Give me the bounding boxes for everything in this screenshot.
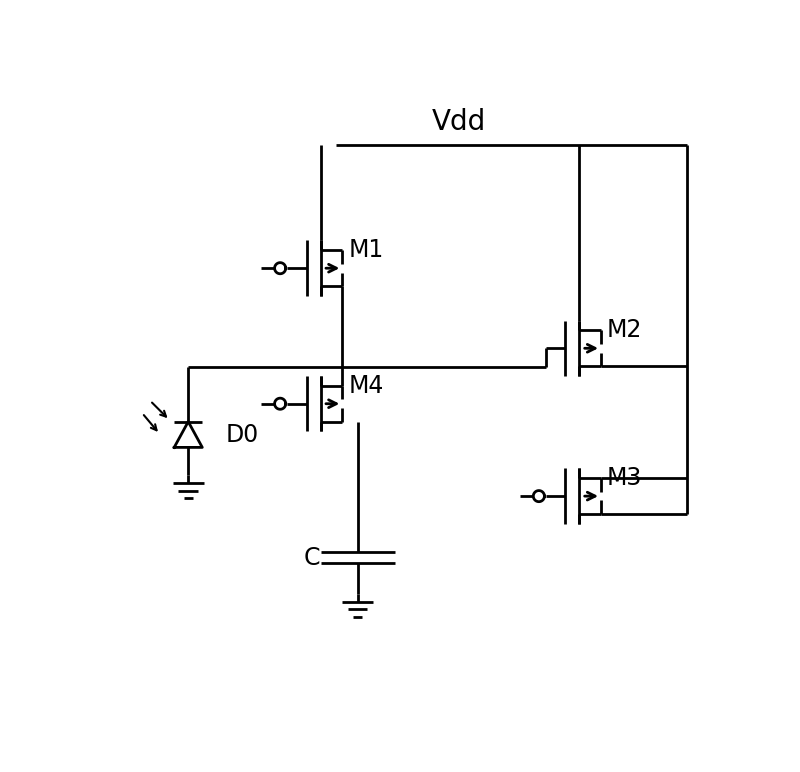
Text: M1: M1	[349, 238, 384, 262]
Text: M3: M3	[607, 466, 642, 490]
Text: Vdd: Vdd	[432, 108, 486, 136]
Text: M4: M4	[349, 374, 384, 398]
Text: D0: D0	[226, 422, 258, 446]
Text: C: C	[303, 546, 320, 570]
Text: M2: M2	[607, 318, 642, 342]
